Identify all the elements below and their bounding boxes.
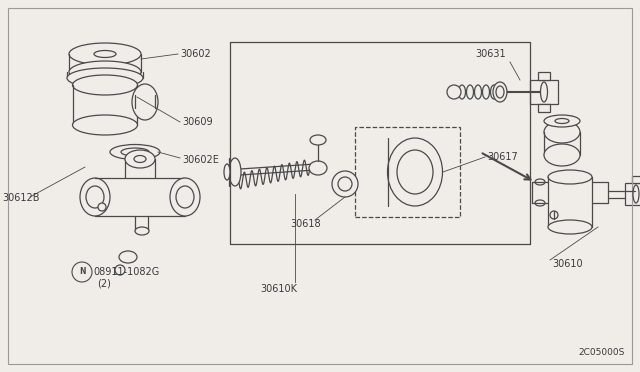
Ellipse shape: [135, 227, 149, 235]
Text: N: N: [79, 267, 85, 276]
Ellipse shape: [397, 150, 433, 194]
Ellipse shape: [121, 148, 149, 156]
Ellipse shape: [493, 82, 507, 102]
Ellipse shape: [332, 171, 358, 197]
Bar: [530, 80, 558, 104]
Ellipse shape: [338, 177, 352, 191]
Circle shape: [72, 262, 92, 282]
Ellipse shape: [119, 251, 137, 263]
Text: 30602: 30602: [180, 49, 211, 59]
Ellipse shape: [467, 85, 474, 99]
Ellipse shape: [176, 186, 194, 208]
Bar: [355, 127, 460, 217]
Ellipse shape: [132, 84, 158, 120]
Ellipse shape: [80, 178, 110, 216]
Ellipse shape: [499, 85, 506, 99]
Ellipse shape: [69, 43, 141, 65]
Ellipse shape: [115, 265, 125, 275]
Ellipse shape: [490, 85, 497, 99]
Ellipse shape: [67, 68, 143, 88]
Ellipse shape: [483, 85, 490, 99]
Text: 30602E: 30602E: [182, 155, 219, 165]
Ellipse shape: [94, 51, 116, 58]
Ellipse shape: [458, 85, 465, 99]
Bar: [538, 104, 550, 112]
Ellipse shape: [548, 220, 592, 234]
Ellipse shape: [544, 115, 580, 127]
Text: 30610K: 30610K: [260, 284, 297, 294]
Ellipse shape: [98, 203, 106, 211]
Ellipse shape: [72, 115, 138, 135]
Ellipse shape: [310, 135, 326, 145]
Ellipse shape: [86, 186, 104, 208]
Text: (2): (2): [97, 278, 111, 288]
Ellipse shape: [447, 85, 461, 99]
Bar: [632, 176, 640, 183]
Text: 30610: 30610: [552, 259, 582, 269]
Ellipse shape: [544, 121, 580, 143]
Ellipse shape: [550, 211, 558, 219]
Bar: [538, 72, 550, 80]
Ellipse shape: [544, 144, 580, 166]
Bar: [625, 183, 640, 205]
Text: 30631: 30631: [475, 49, 506, 59]
Text: 30617: 30617: [487, 152, 518, 162]
Ellipse shape: [224, 164, 230, 180]
Ellipse shape: [548, 170, 592, 184]
Ellipse shape: [387, 138, 442, 206]
Ellipse shape: [474, 85, 481, 99]
Ellipse shape: [125, 150, 155, 168]
Text: 30609: 30609: [182, 117, 212, 127]
Ellipse shape: [72, 75, 138, 95]
Ellipse shape: [69, 61, 141, 83]
Ellipse shape: [110, 144, 160, 160]
Text: 2C05000S: 2C05000S: [579, 348, 625, 357]
Ellipse shape: [229, 158, 241, 186]
Text: 30612B: 30612B: [2, 193, 40, 203]
Text: 08911-1082G: 08911-1082G: [93, 267, 159, 277]
Ellipse shape: [170, 178, 200, 216]
Text: 30618: 30618: [290, 219, 321, 229]
Ellipse shape: [309, 161, 327, 175]
